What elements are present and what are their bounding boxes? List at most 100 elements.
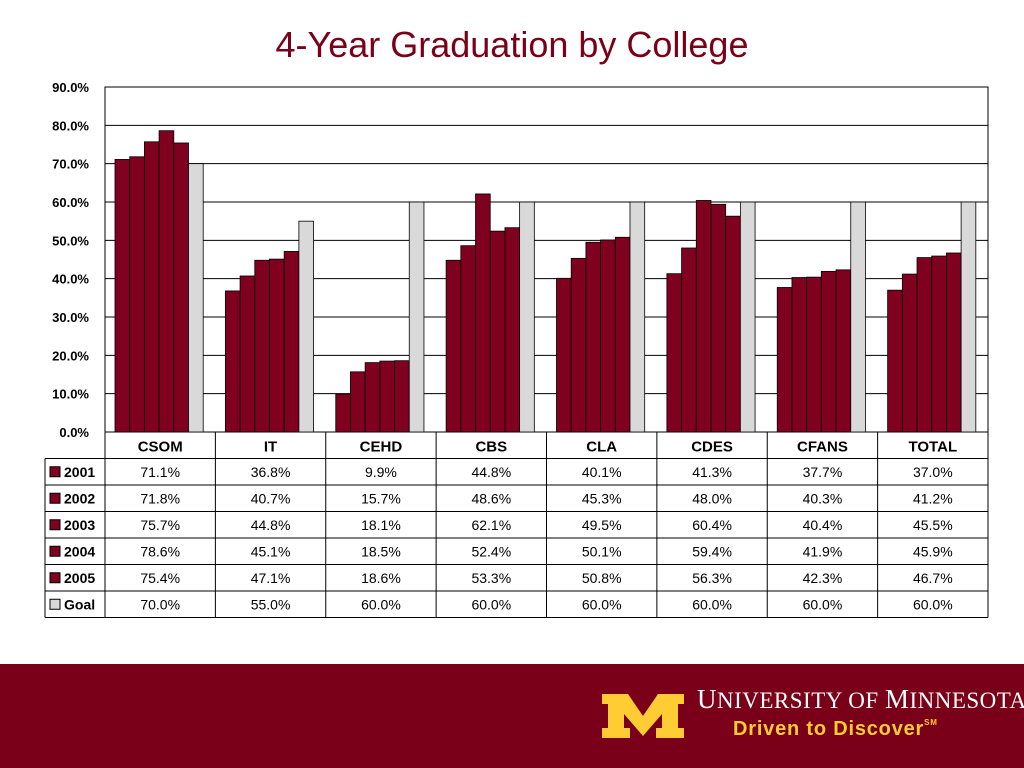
data-label: 70.0% (140, 596, 180, 612)
bar (254, 259, 270, 433)
data-label: 36.8% (251, 464, 291, 480)
data-label: 44.8% (251, 517, 291, 533)
data-label: 50.1% (582, 543, 622, 559)
data-label: 50.8% (582, 570, 622, 586)
university-name-part2: INNESOTA (909, 688, 1024, 713)
legend-label: 2001 (64, 464, 95, 480)
university-logo-m-icon (602, 694, 684, 738)
data-label: 75.7% (140, 517, 180, 533)
data-label: 62.1% (471, 517, 511, 533)
tagline: Driven to DiscoverSM (733, 718, 938, 741)
category-label: CLA (586, 438, 617, 455)
bar (666, 273, 682, 433)
data-label: 18.6% (361, 570, 401, 586)
bar (519, 201, 535, 433)
legend-label: 2005 (64, 570, 95, 586)
bar (350, 371, 366, 433)
university-name: UNIVERSITY OF MINNESOTA (697, 684, 1024, 715)
bar (946, 252, 962, 433)
data-label: 71.8% (140, 490, 180, 506)
university-name-u: U (697, 684, 717, 714)
data-label: 75.4% (140, 570, 180, 586)
data-label: 59.4% (692, 543, 732, 559)
bar (916, 257, 933, 433)
data-label: 40.3% (803, 490, 843, 506)
data-label: 55.0% (251, 596, 291, 612)
data-label: 45.1% (251, 543, 291, 559)
data-label: 78.6% (140, 543, 180, 559)
y-tick-label: 80.0% (52, 118, 89, 133)
data-label: 60.0% (361, 596, 401, 612)
category-label: CEHD (360, 438, 403, 455)
service-mark: SM (924, 718, 938, 727)
category-label: CBS (475, 438, 507, 455)
bar (820, 270, 837, 433)
bar (739, 201, 756, 433)
data-label: 45.3% (582, 490, 622, 506)
data-label: 40.1% (582, 464, 622, 480)
bar (129, 156, 145, 433)
bar (143, 141, 160, 433)
data-label: 18.1% (361, 517, 401, 533)
bar (504, 227, 521, 433)
data-label: 47.1% (251, 570, 291, 586)
y-tick-label: 40.0% (52, 272, 89, 287)
data-label: 37.7% (803, 464, 843, 480)
bar (570, 257, 587, 433)
tagline-text: Driven to Discover (733, 718, 925, 740)
legend-label: Goal (64, 596, 95, 612)
bar (239, 275, 256, 433)
data-label: 44.8% (471, 464, 511, 480)
legend-label: 2002 (64, 490, 95, 506)
y-tick-label: 90.0% (52, 80, 89, 95)
university-name-part1: NIVERSITY OF (717, 688, 885, 713)
bar (806, 276, 822, 433)
y-tick-label: 60.0% (52, 195, 89, 210)
y-tick-label: 20.0% (52, 348, 89, 363)
data-label: 15.7% (361, 490, 401, 506)
bar (614, 236, 631, 433)
category-label: IT (264, 438, 277, 455)
legend-label: 2004 (64, 543, 95, 559)
bar (695, 200, 712, 433)
bar (629, 201, 646, 433)
bar (710, 203, 727, 433)
footer-bar (0, 664, 1024, 768)
bar (173, 142, 189, 433)
data-label: 60.0% (582, 596, 622, 612)
bar (791, 277, 808, 433)
bar (158, 130, 175, 433)
legend-swatch (49, 519, 61, 531)
legend-swatch (49, 545, 61, 557)
university-name-m: M (884, 684, 910, 714)
data-label: 40.7% (251, 490, 291, 506)
bar (188, 163, 204, 433)
category-label: CSOM (138, 438, 183, 455)
legend-swatch (49, 466, 61, 478)
y-tick-label: 70.0% (52, 157, 89, 172)
legend-swatch (49, 492, 61, 504)
bar (224, 290, 241, 433)
data-label: 49.5% (582, 517, 622, 533)
data-label: 46.7% (913, 570, 953, 586)
data-label: 41.2% (913, 490, 953, 506)
data-label: 60.0% (471, 596, 511, 612)
slide-title: 4-Year Graduation by College (275, 24, 749, 65)
bar (776, 287, 793, 433)
bar (114, 159, 131, 433)
bar (556, 277, 572, 433)
data-label: 60.4% (692, 517, 732, 533)
data-table: CSOM IT CEHD CBS CLA CDES CFANS TOTAL 2001 71.1% 3… (44, 432, 989, 618)
bar (298, 220, 314, 433)
data-label: 60.0% (692, 596, 732, 612)
bar (269, 258, 285, 433)
legend-swatch (49, 572, 61, 584)
bar (960, 201, 977, 433)
data-label: 41.3% (692, 464, 732, 480)
data-label: 60.0% (803, 596, 843, 612)
bar (931, 255, 947, 433)
bar (460, 245, 476, 433)
data-label: 18.5% (361, 543, 401, 559)
bar (681, 247, 697, 433)
data-label: 45.9% (913, 543, 953, 559)
